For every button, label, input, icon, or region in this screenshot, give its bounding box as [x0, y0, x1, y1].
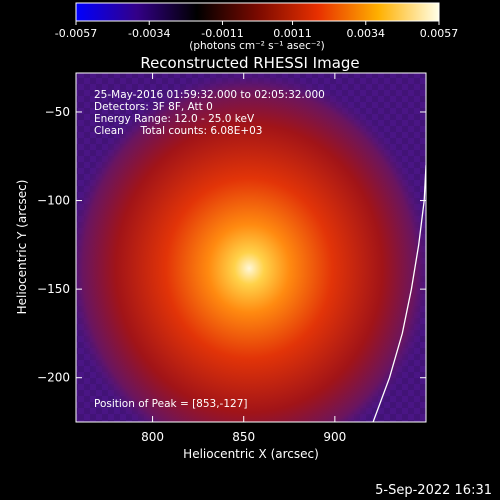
- x-tick-label: 800: [141, 430, 164, 444]
- chart-title: Reconstructed RHESSI Image: [140, 54, 359, 72]
- colorbar-tick-label: 0.0034: [347, 27, 386, 40]
- info-detectors: Detectors: 3F 8F, Att 0: [94, 101, 213, 113]
- info-energy-range: Energy Range: 12.0 - 25.0 keV: [94, 113, 255, 125]
- axes: 800 850 900 −50 −100 −150 −200: [37, 73, 426, 444]
- source-emission: [76, 73, 426, 422]
- generation-timestamp: 5-Sep-2022 16:31: [375, 483, 492, 498]
- colorbar-tick-label: 0.0057: [420, 27, 459, 40]
- x-tick-label: 850: [232, 430, 255, 444]
- colorbar-tick-label: -0.0034: [128, 27, 170, 40]
- colorbar-ticks: -0.0057 -0.0034 -0.0011 0.0011 0.0034 0.0057: [55, 21, 458, 40]
- y-tick-label: −200: [37, 371, 70, 385]
- colorbar-tick-label: 0.0011: [273, 27, 312, 40]
- colorbar-unit-label: (photons cm⁻² s⁻¹ asec⁻²): [189, 40, 324, 52]
- peak-position-label: Position of Peak = [853,-127]: [94, 398, 248, 410]
- colorbar-gradient: [75, 2, 440, 22]
- y-tick-label: −50: [45, 105, 70, 119]
- colorbar-tick-label: -0.0057: [55, 27, 97, 40]
- y-axis-label: Heliocentric Y (arcsec): [15, 180, 29, 315]
- plot-frame: [75, 72, 427, 423]
- y-tick-label: −150: [37, 282, 70, 296]
- image-area: [76, 73, 426, 422]
- x-axis-label: Heliocentric X (arcsec): [183, 447, 319, 461]
- colorbar: -0.0057 -0.0034 -0.0011 0.0011 0.0034 0.0057 …: [55, 2, 458, 52]
- info-clean-counts: Clean Total counts: 6.08E+03: [94, 125, 263, 137]
- colorbar-tick-label: -0.0011: [201, 27, 243, 40]
- info-time-range: 25-May-2016 01:59:32.000 to 02:05:32.000: [94, 89, 325, 101]
- observation-info: 25-May-2016 01:59:32.000 to 02:05:32.000…: [94, 89, 325, 137]
- x-tick-label: 900: [323, 430, 346, 444]
- y-tick-label: −100: [37, 194, 70, 208]
